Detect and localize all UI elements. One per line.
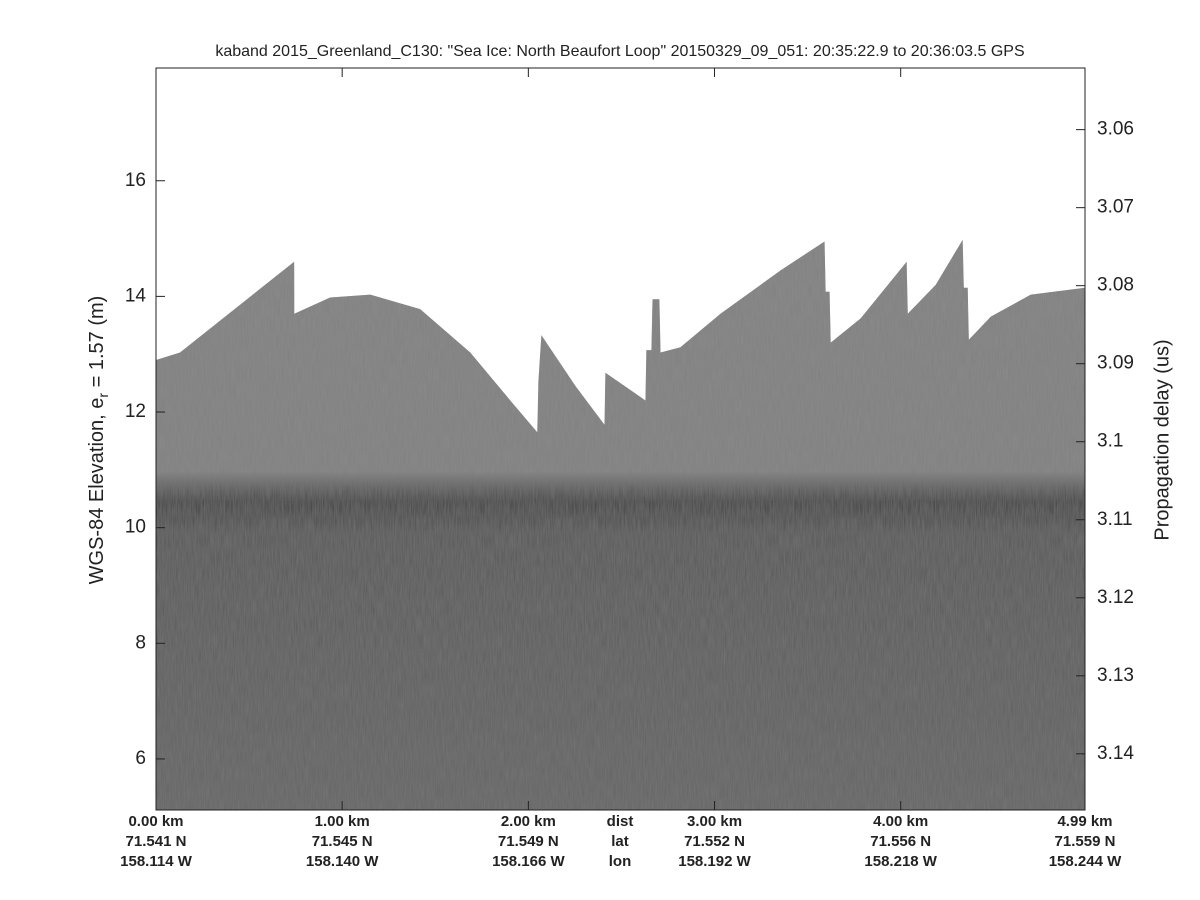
y2-tick-label: 3.09 bbox=[1097, 353, 1134, 374]
lat-label: 71.559 N bbox=[1055, 833, 1116, 850]
lon-label: 158.192 W bbox=[678, 853, 751, 870]
lon-label: 158.140 W bbox=[306, 853, 379, 870]
x-tick-label: 0.00 km bbox=[128, 813, 183, 830]
lat-label: 71.545 N bbox=[312, 833, 373, 850]
chart-title: kaband 2015_Greenland_C130: "Sea Ice: No… bbox=[215, 43, 1024, 60]
echogram-area bbox=[156, 239, 1085, 810]
y-tick-label: 8 bbox=[135, 632, 146, 653]
y-tick-label: 16 bbox=[125, 170, 146, 191]
x-tick-label: 1.00 km bbox=[315, 813, 370, 830]
y2-tick-label: 3.12 bbox=[1097, 587, 1134, 608]
y2-tick-label: 3.14 bbox=[1097, 743, 1134, 764]
y-tick-label: 12 bbox=[125, 401, 146, 422]
y-label-main: WGS-84 Elevation, e bbox=[86, 398, 108, 585]
y2-tick-label: 3.08 bbox=[1097, 275, 1134, 296]
y-tick-label: 10 bbox=[125, 517, 146, 538]
y-label-rest: = 1.57 (m) bbox=[86, 296, 108, 393]
lat-label: 71.552 N bbox=[684, 833, 745, 850]
lat-label: 71.556 N bbox=[870, 833, 931, 850]
y2-tick-label: 3.07 bbox=[1097, 197, 1134, 218]
lon-label: 158.166 W bbox=[492, 853, 565, 870]
x-tick-label: 4.00 km bbox=[873, 813, 928, 830]
row-label: lon bbox=[609, 853, 632, 870]
y2-axis-label: Propagation delay (us) bbox=[1151, 339, 1173, 540]
y2-tick-label: 3.11 bbox=[1097, 509, 1133, 530]
lon-label: 158.218 W bbox=[864, 853, 937, 870]
y-tick-label: 14 bbox=[125, 285, 147, 306]
y2-tick-label: 3.06 bbox=[1097, 119, 1134, 140]
y-label-sub: r bbox=[95, 393, 111, 398]
y2-tick-label: 3.13 bbox=[1097, 665, 1134, 686]
row-label: lat bbox=[611, 833, 629, 850]
x-tick-label: 2.00 km bbox=[501, 813, 556, 830]
lat-label: 71.549 N bbox=[498, 833, 559, 850]
x-tick-label: 3.00 km bbox=[687, 813, 742, 830]
lat-label: 71.541 N bbox=[126, 833, 187, 850]
lon-label: 158.114 W bbox=[120, 853, 193, 870]
plot-area bbox=[156, 239, 1085, 810]
x-tick-label: 4.99 km bbox=[1057, 813, 1112, 830]
row-label: dist bbox=[607, 813, 634, 830]
y-tick-label: 6 bbox=[135, 748, 146, 769]
y2-tick-label: 3.1 bbox=[1097, 431, 1123, 452]
y-axis-label: WGS-84 Elevation, er = 1.57 (m) bbox=[86, 296, 110, 585]
plot-frame bbox=[155, 67, 1086, 811]
lon-label: 158.244 W bbox=[1049, 853, 1122, 870]
